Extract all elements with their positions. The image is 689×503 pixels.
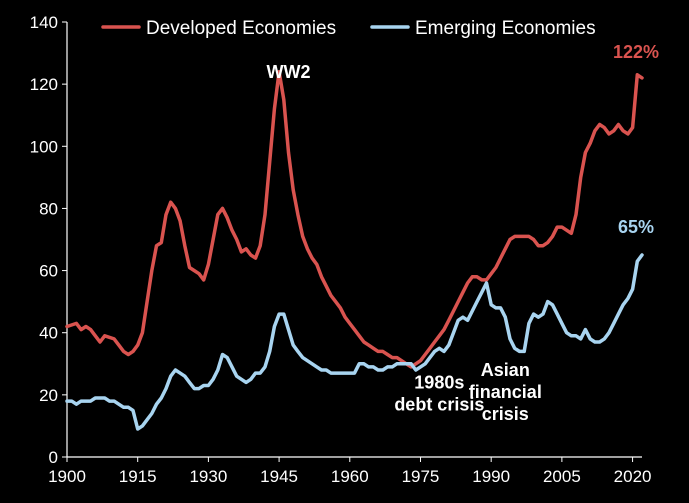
end-value-label: 65% [618,217,654,237]
x-tick-label: 1975 [402,467,440,486]
y-tick-label: 100 [30,137,58,156]
series-line-developed [65,69,644,369]
x-tick-label: 1915 [119,467,157,486]
y-tick-label: 20 [39,386,58,405]
axes: 0 20 40 60 80 100 120 140 1900 1915 1930 1945 1960 19… [30,13,652,486]
y-tick-label: 80 [39,199,58,218]
x-tick-label: 2005 [543,467,581,486]
series-lines: 122% 65% [65,42,659,431]
x-tick-label: 1945 [260,467,298,486]
annotation-ww2: WW2 [267,62,311,82]
y-tick-label: 140 [30,13,58,32]
y-tick-label: 0 [49,448,58,467]
annotation-asian-crisis: crisis [482,404,529,424]
annotation-debt-1980s: debt crisis [394,395,484,415]
x-tick-label: 2020 [614,467,652,486]
x-tick-label: 1990 [472,467,510,486]
end-value-label: 122% [613,42,659,62]
x-tick-label: 1960 [331,467,369,486]
annotation-debt-1980s: 1980s [414,373,464,393]
series-line-emerging [65,253,644,431]
y-tick-label: 120 [30,75,58,94]
annotation-asian-crisis: financial [469,382,542,402]
x-tick-label: 1930 [189,467,227,486]
legend-label: Emerging Economies [415,18,596,39]
x-tick-label: 1900 [48,467,86,486]
legend: Developed Economies Emerging Economies [101,18,596,39]
annotation-asian-crisis: Asian [481,360,530,380]
legend-label: Developed Economies [146,18,336,39]
y-tick-label: 40 [39,324,58,343]
y-tick-label: 60 [39,262,58,281]
